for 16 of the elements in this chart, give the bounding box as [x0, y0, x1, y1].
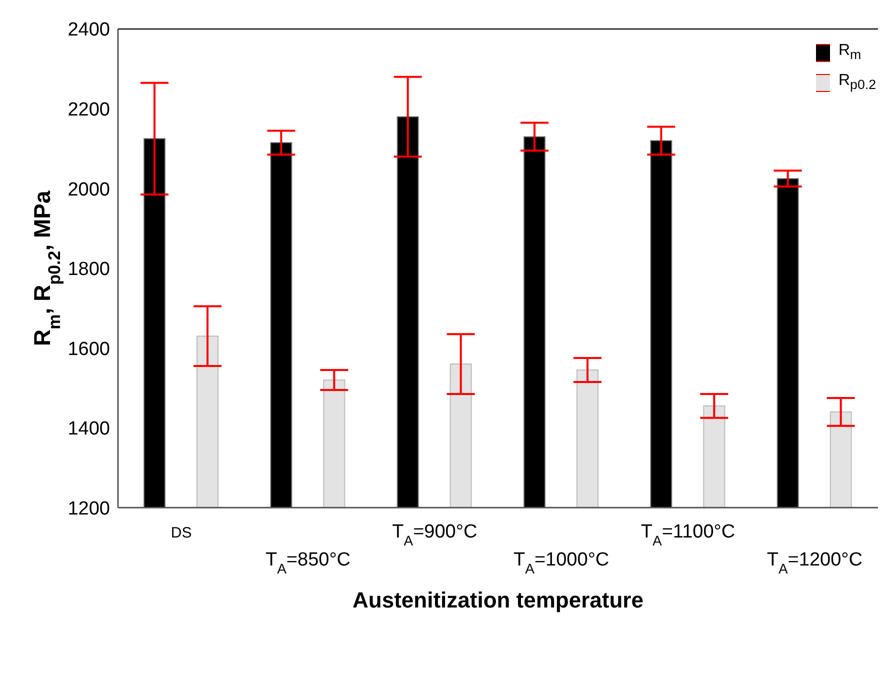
x-tick-label: T$_{A}$=1000°C	[514, 550, 610, 577]
x-axis-title: Austenitization temperature	[352, 588, 644, 613]
y-tick-label: 1200	[68, 498, 110, 520]
y-tick-label: 1400	[68, 418, 110, 440]
x-tick-label: DS	[170, 524, 192, 542]
y-tick-label: 1800	[68, 259, 110, 280]
legend-label: R$_{m}$	[838, 41, 862, 64]
y-tick-label: 1600	[68, 338, 110, 360]
x-tick-label: T$_{A}$=900°C	[392, 522, 478, 549]
x-tick-label: T$_{A}$=1100°C	[640, 522, 736, 549]
legend-label: R$_{p0.2}$	[838, 71, 876, 94]
y-tick-label: 2000	[68, 179, 110, 200]
x-tick-label: T$_{A}$=1200°C	[766, 550, 862, 577]
y-tick-label: 2200	[68, 100, 110, 121]
y-tick-label: 2400	[68, 20, 110, 41]
x-tick-label: T$_{A}$=850°C	[265, 550, 351, 577]
